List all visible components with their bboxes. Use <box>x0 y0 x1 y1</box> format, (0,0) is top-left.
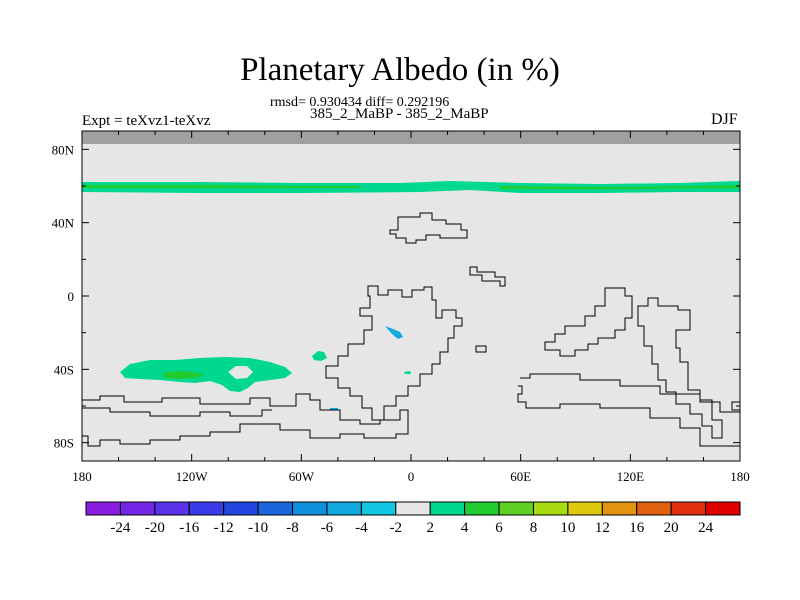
x-tick-label: 120W <box>176 469 209 484</box>
y-tick-label: 40N <box>52 216 75 231</box>
continent-south-band <box>82 393 409 447</box>
colorbar-label: -12 <box>214 520 234 536</box>
continent-southeast <box>637 297 723 439</box>
colorbar-box <box>257 501 294 516</box>
colorbar-box <box>601 501 638 516</box>
anomaly-shading <box>82 181 740 410</box>
southern-ocean-anomaly-strong <box>162 371 205 379</box>
comparison-label: 385_2_MaBP - 385_2_MaBP <box>310 106 489 122</box>
colorbar-label: -2 <box>390 520 403 536</box>
continent-antarctic-east <box>520 373 740 413</box>
colorbar-box <box>292 501 328 516</box>
colorbar-label: 10 <box>560 520 575 536</box>
y-tick-label: 40S <box>54 362 74 377</box>
continent-east-small <box>469 266 506 287</box>
colorbar-box <box>705 501 741 516</box>
colorbar-box <box>532 501 569 516</box>
colorbar-label: -6 <box>321 520 334 536</box>
arctic-band-strong-2 <box>500 185 740 189</box>
x-axis-ticks <box>81 131 741 461</box>
colorbar-labels: -24 -20 -16 -12 -10 -8 -6 -4 -2 2 4 6 8 10 12 16 20 24 <box>110 520 713 536</box>
colorbar-label: 2 <box>426 520 434 536</box>
indian-small-anomaly <box>404 371 411 374</box>
colorbar-label: -10 <box>248 520 268 536</box>
colorbar-box <box>498 501 534 516</box>
colorbar-box <box>567 501 603 516</box>
x-tick-label: 0 <box>408 469 415 484</box>
colorbar-box <box>429 501 466 516</box>
y-axis-labels: 80N 40N 0 40S 80S <box>52 142 75 450</box>
continent-central <box>325 285 463 421</box>
continent-east <box>544 287 633 357</box>
stats-text: rmsd= 0.930434 diff= 0.292196 <box>270 95 450 110</box>
y-tick-label: 0 <box>68 289 75 304</box>
colorbar-label: 20 <box>664 520 679 536</box>
season-label: DJF <box>711 111 738 128</box>
colorbar-box <box>119 501 156 516</box>
colorbar-label: 8 <box>530 520 538 536</box>
colorbar-label: 16 <box>629 520 645 536</box>
arctic-band-anomaly <box>82 181 740 193</box>
colorbar-box <box>188 501 225 516</box>
x-tick-label: 60E <box>510 469 531 484</box>
colorbar-label: -16 <box>179 520 199 536</box>
colorbar-label: 24 <box>698 520 714 536</box>
colorbar-box <box>464 501 500 516</box>
chart-title: Planetary Albedo (in %) <box>240 52 560 88</box>
colorbar-box <box>360 501 397 516</box>
colorbar-label: -24 <box>110 520 130 536</box>
continent-outlines <box>82 212 740 447</box>
colorbar-box <box>223 501 259 516</box>
atlantic-anomaly <box>312 351 327 361</box>
colorbar-label: -20 <box>145 520 165 536</box>
colorbar-label: -4 <box>355 520 368 536</box>
africa-negative-anomaly <box>385 326 403 339</box>
southern-ocean-hole <box>228 366 253 379</box>
continent-north <box>389 212 468 244</box>
colorbar <box>85 501 741 516</box>
x-tick-label: 120E <box>617 469 645 484</box>
y-tick-label: 80N <box>52 142 75 157</box>
y-axis-ticks <box>82 148 740 444</box>
x-tick-label: 60W <box>289 469 315 484</box>
y-tick-label: 80S <box>54 436 74 451</box>
colorbar-label: 4 <box>461 520 469 536</box>
x-axis-labels: 180 120W 60W 0 60E 120E 180 <box>72 469 750 484</box>
x-tick-label: 180 <box>72 469 92 484</box>
x-tick-label: 180 <box>730 469 750 484</box>
colorbar-label: 6 <box>495 520 503 536</box>
colorbar-box <box>154 501 190 516</box>
colorbar-box <box>85 501 121 516</box>
experiment-label: Expt = teXvz1-teXvz <box>82 113 211 129</box>
southern-ocean-anomaly <box>120 357 292 392</box>
map-background <box>82 131 740 461</box>
colorbar-box <box>395 501 431 516</box>
colorbar-label: -8 <box>286 520 299 536</box>
colorbar-label: 12 <box>595 520 610 536</box>
colorbar-box <box>636 501 672 516</box>
continent-small-island <box>475 345 487 353</box>
colorbar-box <box>670 501 707 516</box>
colorbar-box <box>326 501 362 516</box>
continent-east-edge <box>731 401 740 411</box>
continent-antarctic-top <box>82 407 272 417</box>
arctic-band-strong <box>82 185 360 188</box>
continent-antarctic-east-2 <box>517 385 740 447</box>
